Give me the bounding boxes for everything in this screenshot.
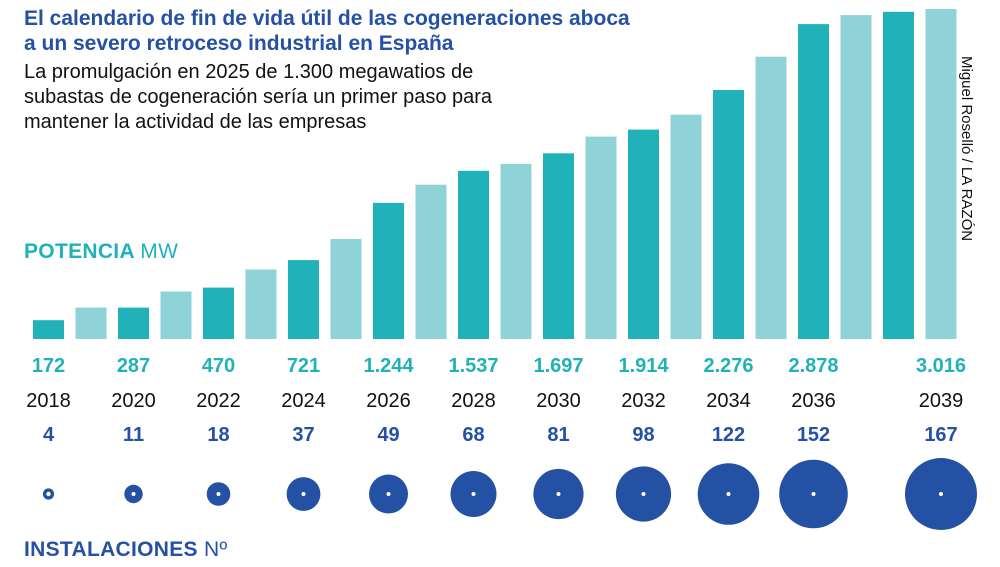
bar-2024 xyxy=(288,260,319,339)
bar-2031 xyxy=(585,136,617,339)
circle-center-dot xyxy=(301,492,306,496)
circle-center-dot xyxy=(386,492,391,496)
instalaciones-unit: Nº xyxy=(204,538,228,561)
installations-label: 167 xyxy=(924,424,957,446)
bar-2028 xyxy=(458,170,489,339)
bar-2030 xyxy=(543,153,574,339)
installations-label: 49 xyxy=(377,424,399,446)
bar-2027 xyxy=(415,184,447,339)
installations-label: 98 xyxy=(632,424,654,446)
installations-label: 68 xyxy=(462,424,484,446)
bar-2035 xyxy=(755,56,787,339)
value-label: 172 xyxy=(32,355,65,377)
potencia-unit: MW xyxy=(140,240,179,263)
circle-center-dot xyxy=(939,492,943,496)
bar-2037 xyxy=(840,15,872,339)
installations-label: 37 xyxy=(292,424,314,446)
year-label: 2018 xyxy=(26,390,71,412)
circle-center-dot xyxy=(641,492,646,496)
value-label: 470 xyxy=(202,355,235,377)
value-label: 2.878 xyxy=(788,355,838,377)
year-label: 2026 xyxy=(366,390,411,412)
installations-label: 81 xyxy=(547,424,569,446)
potencia-title: POTENCIA xyxy=(24,240,135,263)
bar-2026 xyxy=(373,202,404,339)
circle-center-dot xyxy=(131,492,136,496)
chart-subtitle: La promulgación en 2025 de 1.300 megawat… xyxy=(24,61,493,133)
year-label: 2028 xyxy=(451,390,496,412)
bar-2032 xyxy=(628,129,659,339)
value-label: 1.537 xyxy=(448,355,498,377)
bar-2039 xyxy=(925,9,957,339)
year-label: 2039 xyxy=(919,390,964,412)
bar-2021 xyxy=(160,291,192,339)
circle-center-dot xyxy=(556,492,561,496)
bar-2034 xyxy=(713,90,744,339)
year-label: 2032 xyxy=(621,390,666,412)
year-label: 2020 xyxy=(111,390,156,412)
bar-2033 xyxy=(670,114,702,339)
potencia-label: POTENCIA MW xyxy=(24,240,178,264)
circle-center-dot xyxy=(726,492,731,496)
instalaciones-label: INSTALACIONES Nº xyxy=(24,538,227,562)
year-label: 2030 xyxy=(536,390,581,412)
year-label: 2024 xyxy=(281,390,326,412)
installations-label: 122 xyxy=(712,424,745,446)
installations-label: 18 xyxy=(207,424,229,446)
installations-label: 152 xyxy=(797,424,830,446)
circle-center-dot xyxy=(811,492,816,496)
installations-label: 11 xyxy=(123,424,144,446)
bar-2036 xyxy=(798,24,829,339)
chart-headline: El calendario de fin de vida útil de las… xyxy=(24,7,630,55)
value-label: 1.697 xyxy=(533,355,583,377)
instalaciones-title: INSTALACIONES xyxy=(24,538,198,561)
bar-2022 xyxy=(203,287,234,339)
value-label: 287 xyxy=(117,355,150,377)
value-label: 721 xyxy=(287,355,320,377)
circle-center-dot xyxy=(216,492,221,496)
circle-center-dot xyxy=(46,491,51,497)
circle-center-dot xyxy=(471,492,476,496)
bar-2020 xyxy=(118,307,149,339)
year-label: 2034 xyxy=(706,390,751,412)
value-label: 3.016 xyxy=(916,355,966,377)
bar-2023 xyxy=(245,269,277,339)
value-label: 2.276 xyxy=(703,355,753,377)
bar-2019 xyxy=(75,307,107,339)
value-label: 1.244 xyxy=(363,355,414,377)
installations-label: 4 xyxy=(43,424,55,446)
value-label: 1.914 xyxy=(618,355,669,377)
bar-2018 xyxy=(33,320,64,339)
year-label: 2036 xyxy=(791,390,836,412)
bar-2025 xyxy=(330,239,362,339)
bar-2029 xyxy=(500,163,532,339)
bar-2038 xyxy=(883,11,914,340)
year-label: 2022 xyxy=(196,390,241,412)
author-credit: Miguel Roselló / LA RAZÓN xyxy=(958,56,975,242)
